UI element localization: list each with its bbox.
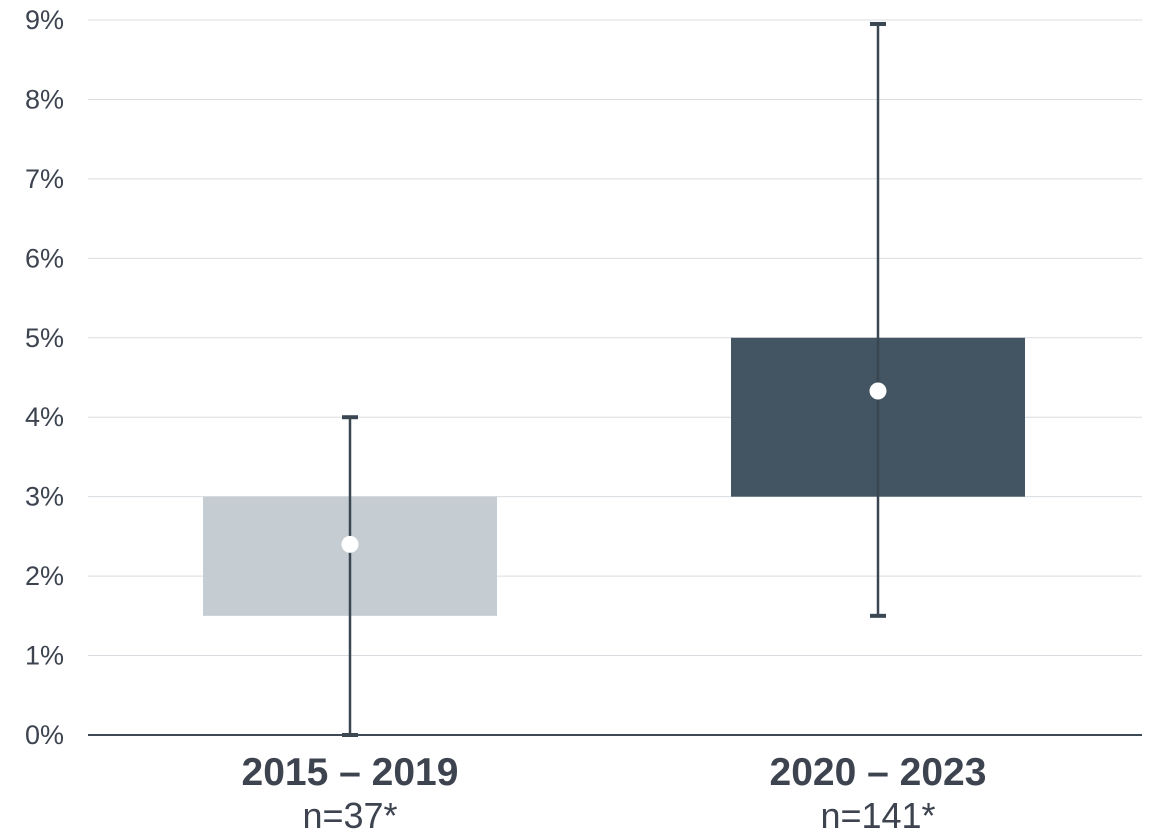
mean-marker xyxy=(341,535,359,553)
y-tick-label: 4% xyxy=(25,402,64,432)
box-group xyxy=(203,415,497,737)
y-tick-label: 5% xyxy=(25,323,64,353)
x-category-sample-size: n=37* xyxy=(302,795,397,836)
x-category-label: 2020 – 2023 xyxy=(770,751,987,794)
box-group xyxy=(731,21,1025,618)
y-axis-tick-labels: 0% 1% 2% 3% 4% 5% 6% 7% 8% 9% xyxy=(25,5,64,750)
y-tick-label: 7% xyxy=(25,164,64,194)
y-tick-label: 1% xyxy=(25,641,64,671)
y-tick-label: 9% xyxy=(25,5,64,35)
y-tick-label: 2% xyxy=(25,561,64,591)
boxes xyxy=(203,21,1025,737)
mean-marker xyxy=(869,382,887,400)
x-category-label: 2015 – 2019 xyxy=(242,751,459,794)
y-tick-label: 3% xyxy=(25,482,64,512)
x-category-sample-size: n=141* xyxy=(820,795,935,836)
y-tick-label: 0% xyxy=(25,720,64,750)
y-tick-label: 8% xyxy=(25,84,64,114)
y-tick-label: 6% xyxy=(25,243,64,273)
